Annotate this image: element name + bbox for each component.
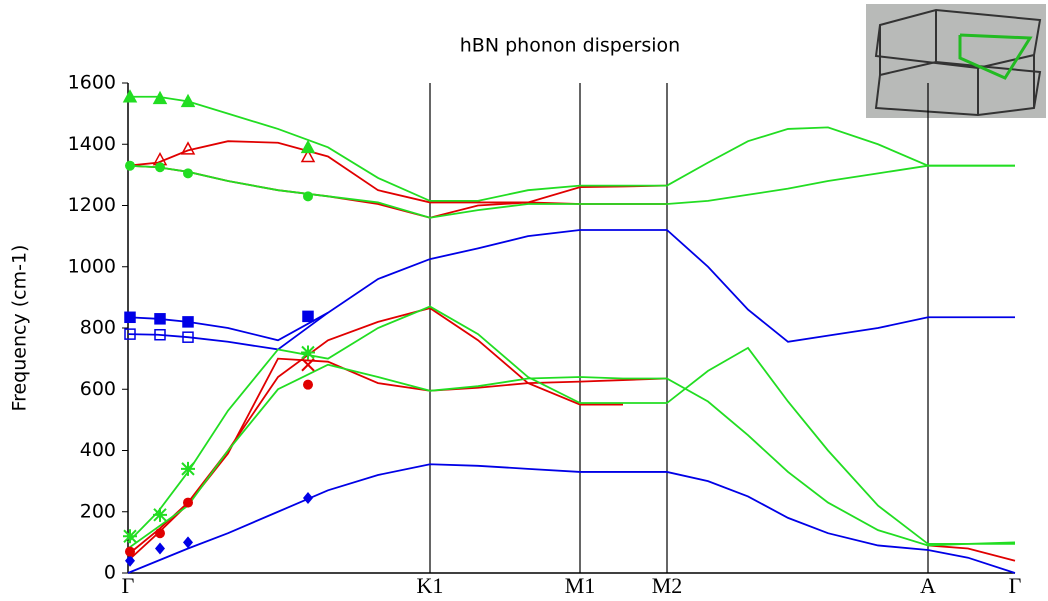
- y-tick-label: 400: [80, 439, 116, 461]
- marker: [124, 328, 136, 340]
- y-tick-label: 1400: [68, 133, 116, 155]
- marker: [180, 141, 196, 155]
- dispersion-curve: [127, 164, 667, 219]
- marker: [303, 379, 313, 390]
- inset-path: [958, 33, 1033, 80]
- marker: [300, 148, 316, 163]
- marker: [180, 93, 196, 108]
- chart-title: hBN phonon dispersion: [460, 35, 680, 57]
- x-tick-label: M1: [565, 573, 596, 598]
- marker: [182, 316, 194, 328]
- marker: [182, 331, 194, 343]
- y-axis-label: Frequency (cm-1): [9, 245, 31, 412]
- marker: [154, 328, 166, 341]
- x-tick-label: Γ: [1009, 573, 1022, 598]
- x-tick-label: A: [920, 573, 936, 598]
- dispersion-curve: [127, 305, 1016, 545]
- marker: [122, 89, 138, 103]
- marker: [155, 542, 165, 555]
- dispersion-curve: [127, 463, 1016, 574]
- x-tick-label: K1: [417, 573, 444, 598]
- marker: [183, 497, 193, 508]
- marker: [155, 528, 165, 539]
- dispersion-curve: [128, 95, 1015, 202]
- y-tick-label: 0: [104, 562, 116, 584]
- marker: [301, 358, 315, 372]
- marker: [301, 345, 315, 360]
- marker: [303, 491, 313, 504]
- x-tick-label: Γ: [122, 573, 135, 598]
- dispersion-curve: [127, 357, 668, 562]
- dispersion-curve: [927, 544, 1016, 562]
- dispersion-curve: [127, 363, 1015, 550]
- y-tick-label: 1200: [68, 194, 116, 216]
- y-tick-label: 1000: [68, 255, 116, 277]
- marker: [125, 160, 135, 171]
- marker: [124, 311, 136, 324]
- marker: [300, 139, 316, 154]
- marker: [152, 90, 168, 105]
- y-tick-label: 800: [80, 317, 116, 339]
- y-tick-label: 600: [80, 378, 116, 400]
- marker: [153, 507, 167, 522]
- marker: [302, 310, 314, 323]
- x-tick-label: M2: [652, 573, 683, 598]
- dispersion-curve: [127, 229, 1015, 343]
- dispersion-curve: [127, 311, 329, 351]
- marker: [125, 554, 135, 567]
- dispersion-curve: [127, 164, 1015, 219]
- marker: [183, 168, 193, 179]
- marker: [183, 536, 193, 549]
- marker: [303, 191, 313, 202]
- y-tick-label: 200: [80, 500, 116, 522]
- y-tick-label: 1600: [68, 72, 116, 94]
- marker: [155, 162, 165, 173]
- marker: [125, 546, 135, 557]
- dispersion-curve: [127, 140, 668, 204]
- inset-photo: [866, 4, 1046, 118]
- marker: [181, 461, 195, 476]
- marker: [123, 529, 137, 544]
- dispersion-curve: [127, 307, 623, 556]
- marker: [154, 313, 166, 325]
